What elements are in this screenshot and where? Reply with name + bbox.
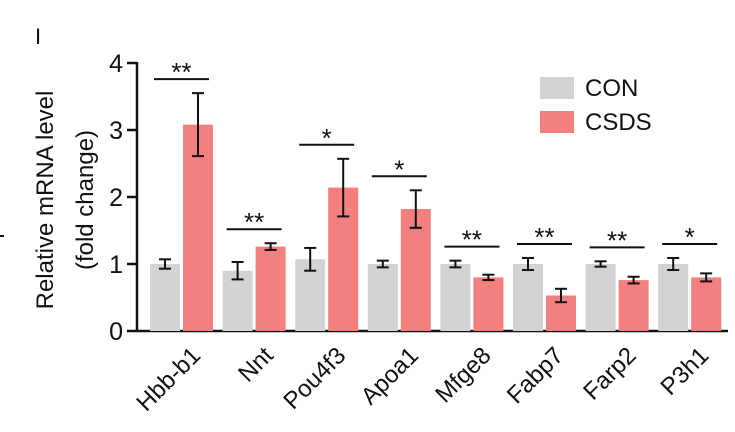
x-tick-label: Nnt — [233, 342, 279, 388]
significance-label: * — [322, 123, 332, 153]
bar-con — [658, 264, 689, 331]
legend: CON CSDS — [540, 75, 652, 136]
bar-con — [585, 264, 616, 331]
significance-label: ** — [534, 222, 554, 252]
bar-csds — [400, 209, 431, 331]
x-tick-label: P3h1 — [656, 342, 715, 401]
legend-label-csds: CSDS — [585, 109, 652, 136]
legend-label-con: CON — [585, 75, 638, 102]
bar-con — [150, 264, 180, 331]
y-tick-label: 2 — [109, 184, 123, 212]
bar-csds — [183, 124, 213, 331]
y-tick-label: 3 — [109, 117, 123, 145]
bar-con — [222, 270, 253, 331]
significance-label: ** — [607, 225, 627, 255]
x-tick-label: Pou4f3 — [278, 342, 351, 415]
y-tick-label: 0 — [109, 318, 123, 346]
bar-con — [513, 264, 543, 331]
x-tick-label: Apoa1 — [356, 342, 424, 410]
bar-csds — [691, 277, 722, 331]
x-tick-label: Fabp7 — [502, 342, 569, 409]
bar-csds — [618, 280, 649, 331]
y-axis-label: Relative mRNA level — [32, 91, 59, 310]
significance-label: ** — [244, 207, 264, 237]
significance-label: ** — [462, 225, 482, 255]
legend-swatch-csds — [540, 111, 574, 133]
bar-con — [440, 264, 471, 331]
significance-label: ** — [171, 57, 191, 87]
y-axis-sublabel: (fold change) — [72, 130, 99, 270]
y-tick-label: 1 — [109, 251, 123, 279]
significance-label: * — [394, 154, 404, 184]
legend-swatch-con — [540, 77, 574, 99]
x-tick-label: Mfge8 — [430, 342, 496, 408]
bar-csds — [255, 246, 286, 331]
x-tick-label: Hbb-b1 — [131, 342, 206, 417]
bar-csds — [473, 277, 504, 331]
significance-label: * — [685, 222, 695, 252]
panel-mark: I — [35, 24, 41, 49]
y-tick-label: 4 — [109, 50, 123, 78]
x-tick-label: Farp2 — [578, 342, 641, 405]
bar-con — [367, 264, 398, 331]
